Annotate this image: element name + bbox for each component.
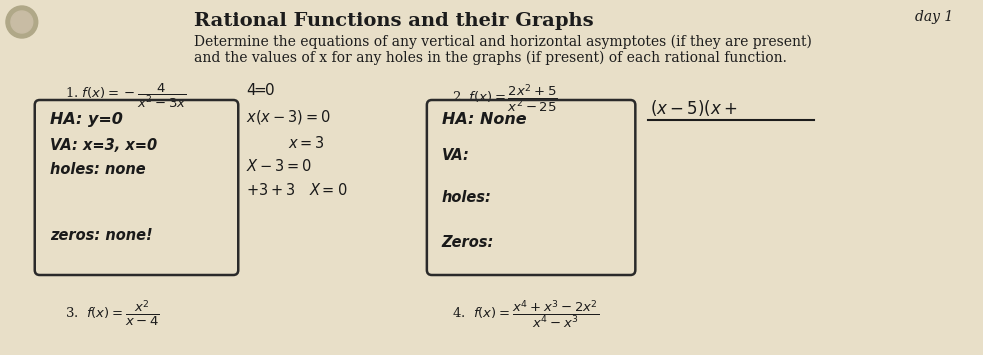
Circle shape <box>11 11 32 33</box>
Text: 4.  $f(x) = \dfrac{x^4+x^3-2x^2}{x^4-x^3}$: 4. $f(x) = \dfrac{x^4+x^3-2x^2}{x^4-x^3}… <box>451 298 599 330</box>
Text: Determine the equations of any vertical and horizontal asymptotes (if they are p: Determine the equations of any vertical … <box>194 35 811 49</box>
Text: $x = 3$: $x = 3$ <box>288 135 325 151</box>
Text: day 1: day 1 <box>915 10 953 24</box>
Text: holes: none: holes: none <box>49 162 145 177</box>
Text: HA: None: HA: None <box>441 112 526 127</box>
Circle shape <box>6 6 37 38</box>
Text: HA: y=0: HA: y=0 <box>49 112 123 127</box>
Text: holes:: holes: <box>441 190 492 205</box>
Text: VA: x=3, x=0: VA: x=3, x=0 <box>49 138 156 153</box>
Text: zeros: none!: zeros: none! <box>49 228 152 243</box>
Text: $+3+3 \quad X = 0$: $+3+3 \quad X = 0$ <box>246 182 348 198</box>
Text: $(x-5)(x+$: $(x-5)(x+$ <box>650 98 737 118</box>
Text: Zeros:: Zeros: <box>441 235 494 250</box>
Text: 2. $f(x) = \dfrac{2x^2+5}{x^2-25}$: 2. $f(x) = \dfrac{2x^2+5}{x^2-25}$ <box>451 82 557 114</box>
Text: Rational Functions and their Graphs: Rational Functions and their Graphs <box>194 12 593 30</box>
Text: and the values of x for any holes in the graphs (if present) of each rational fu: and the values of x for any holes in the… <box>194 51 786 65</box>
Text: 3.  $f(x) = \dfrac{x^2}{x-4}$: 3. $f(x) = \dfrac{x^2}{x-4}$ <box>65 298 159 328</box>
Text: $x(x-3) = 0$: $x(x-3) = 0$ <box>246 108 331 126</box>
Text: $4\!\!=\!\!0$: $4\!\!=\!\!0$ <box>246 82 275 98</box>
Text: VA:: VA: <box>441 148 470 163</box>
Text: 1. $f(x) = -\dfrac{4}{x^2-3x}$: 1. $f(x) = -\dfrac{4}{x^2-3x}$ <box>65 82 186 110</box>
Text: $X - 3 = 0$: $X - 3 = 0$ <box>246 158 313 174</box>
